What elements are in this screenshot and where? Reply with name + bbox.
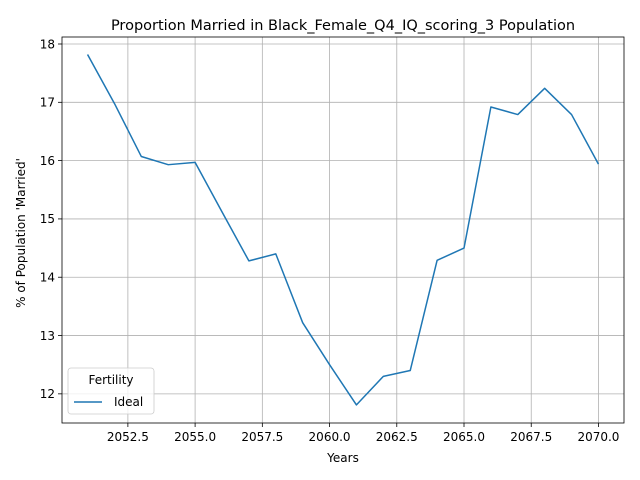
x-tick-label: 2065.0 [443, 430, 485, 444]
x-tick-label: 2067.5 [510, 430, 552, 444]
legend-title: Fertility [88, 373, 133, 387]
x-tick-label: 2055.0 [174, 430, 216, 444]
x-tick-label: 2057.5 [241, 430, 283, 444]
y-tick-label: 14 [40, 271, 55, 285]
y-tick-label: 17 [40, 96, 55, 110]
x-tick-label: 2060.0 [309, 430, 351, 444]
y-axis: 12 13 14 15 16 17 18 [40, 37, 62, 401]
chart-title: Proportion Married in Black_Female_Q4_IQ… [111, 18, 575, 34]
legend: Fertility Ideal [67, 367, 155, 415]
x-tick-label: 2070.0 [577, 430, 619, 444]
y-tick-label: 16 [40, 154, 55, 168]
y-tick-label: 12 [40, 387, 55, 401]
y-tick-label: 15 [40, 212, 55, 226]
plot-frame [61, 36, 625, 424]
series-line-ideal [86, 54, 600, 406]
series-layer [86, 54, 600, 406]
legend-entry-label: Ideal [114, 395, 143, 409]
x-axis-label: Years [326, 451, 359, 465]
x-tick-label: 2052.5 [107, 430, 149, 444]
y-tick-label: 13 [40, 329, 55, 343]
x-axis: 2052.5 2055.0 2057.5 2060.0 2062.5 2065.0 2067… [107, 423, 619, 444]
y-axis-label: % of Population 'Married' [14, 158, 28, 308]
x-tick-label: 2062.5 [376, 430, 418, 444]
grid-lines [62, 37, 624, 423]
y-tick-label: 18 [40, 37, 55, 51]
